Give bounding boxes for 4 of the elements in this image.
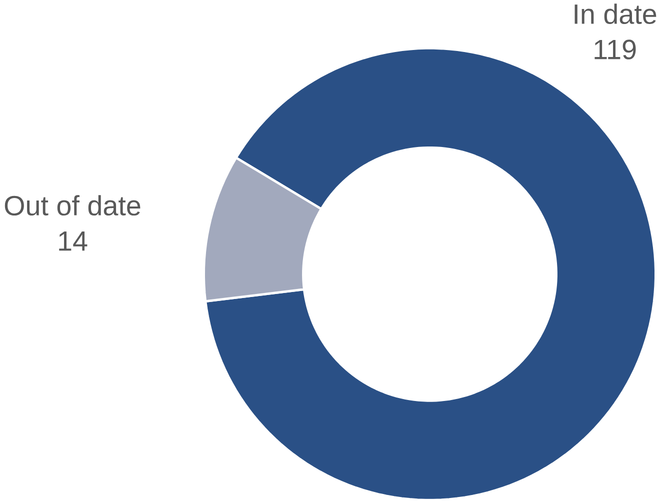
slice-label: Out of date xyxy=(4,194,140,216)
data-label: 14 xyxy=(59,231,88,251)
data-label: 119 xyxy=(594,40,636,60)
slice-label: In date xyxy=(574,3,656,24)
